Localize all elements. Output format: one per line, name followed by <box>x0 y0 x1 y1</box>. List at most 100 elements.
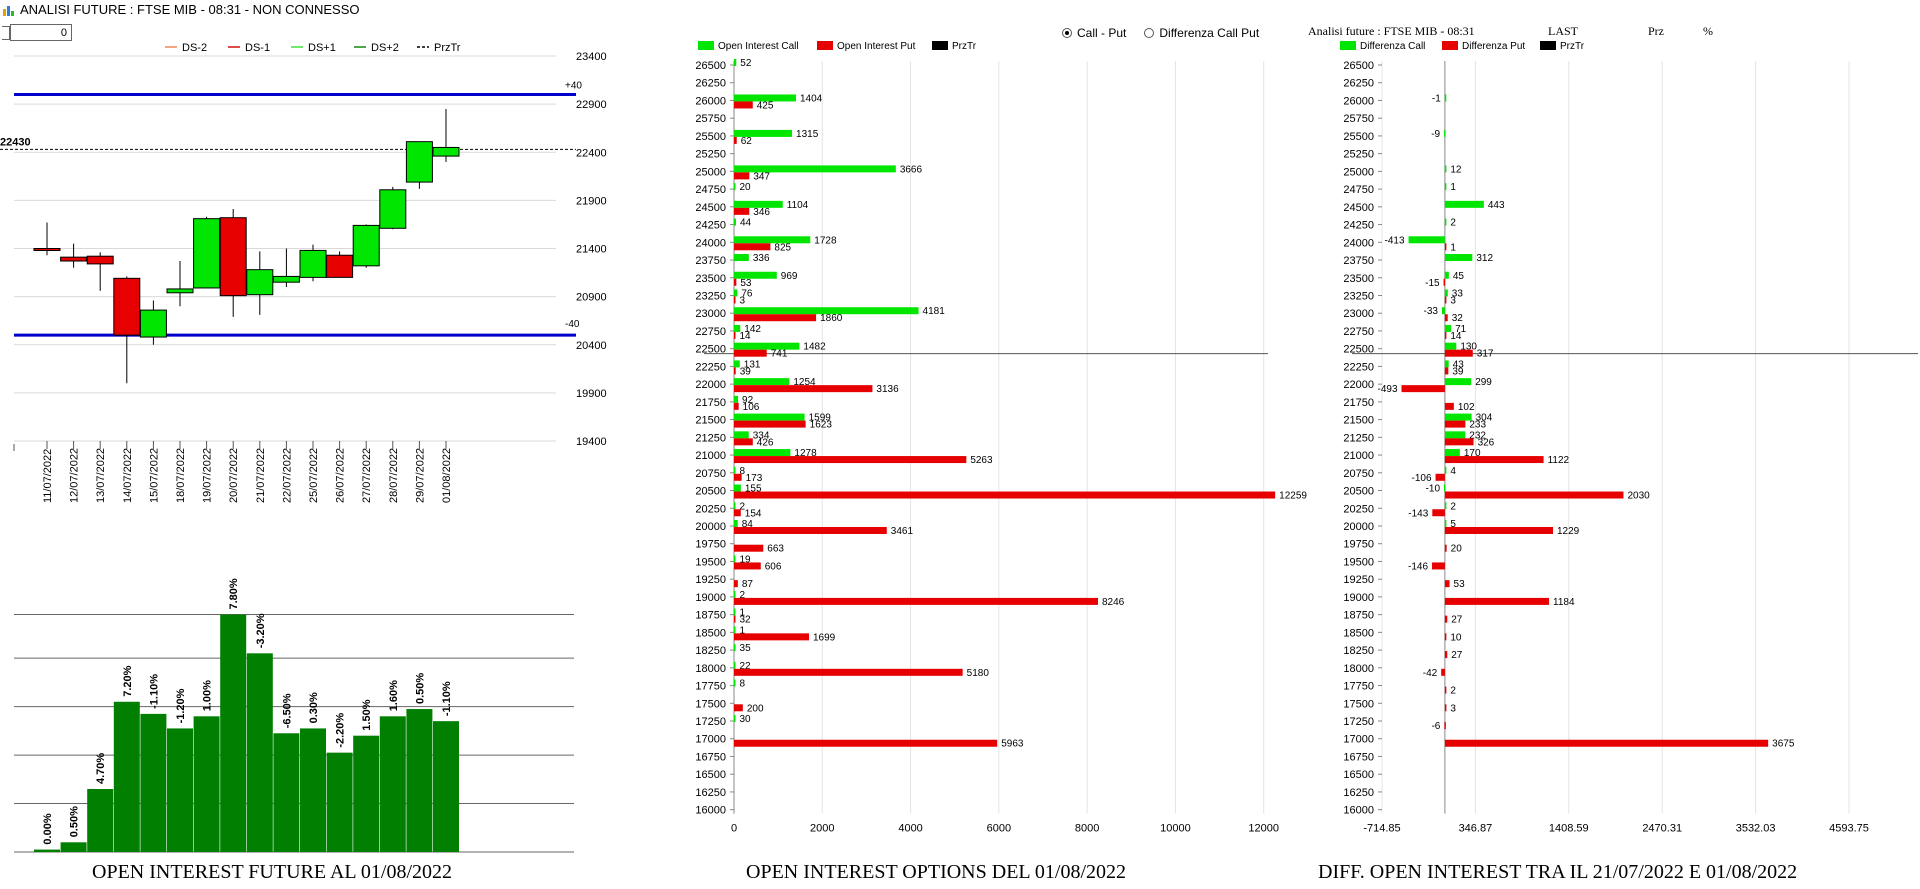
strike-label: 18750 <box>695 610 726 622</box>
strike-label: 25500 <box>1343 131 1374 143</box>
strike-label: 17500 <box>1343 698 1374 710</box>
put-bar-label: 27 <box>1451 650 1463 661</box>
put-bar <box>1444 402 1454 410</box>
call-bar <box>734 431 749 439</box>
call-bar-label: 20 <box>740 182 752 193</box>
y-tick-label: 22400 <box>576 147 607 159</box>
call-bar-label: 1104 <box>787 200 809 211</box>
call-bar <box>1444 218 1447 226</box>
strike-label: 16750 <box>1343 751 1374 763</box>
put-bar-label: -146 <box>1408 561 1428 572</box>
strike-label: 24250 <box>695 220 726 232</box>
oi-future-bar-chart: 0.00% 0.50% 4.70% 7.20% -1.10% -1.20% 1.00% 7.8… <box>14 578 574 853</box>
legend-swatch-2 <box>1540 41 1556 50</box>
put-bar <box>734 367 736 375</box>
x-tick-label: 19/07/2022 <box>202 448 214 503</box>
call-bar <box>734 590 736 598</box>
y-tick-label: 20900 <box>576 292 607 304</box>
legend-label: Open Interest Put <box>837 41 916 52</box>
put-bar-label: 3 <box>1450 703 1456 714</box>
x-tick-label: 2000 <box>810 823 834 835</box>
spinner-toggle[interactable] <box>2 25 10 40</box>
call-bar-label: 232 <box>1469 430 1486 441</box>
put-bar-label: 3 <box>1450 295 1456 306</box>
strike-label: 16500 <box>695 769 726 781</box>
legend-swatch-1 <box>1442 41 1458 50</box>
x-tick-label: 13/07/2022 <box>95 448 107 503</box>
candle-body <box>86 255 114 265</box>
oi-options-chart: Open Interest Call Open Interest Put PrzTr… <box>695 41 1307 835</box>
call-bar <box>734 129 793 137</box>
call-bar <box>734 254 749 262</box>
radio-call-put[interactable]: Call - Put <box>1062 26 1126 40</box>
x-tick-label: 12000 <box>1248 823 1279 835</box>
oi-bar-label: -6.50% <box>281 693 293 728</box>
strike-label: 17000 <box>1343 734 1374 746</box>
legend-label: DS+1 <box>308 42 336 54</box>
put-bar <box>734 420 806 428</box>
put-bar <box>1444 491 1624 499</box>
put-bar-label: 8246 <box>1102 597 1125 608</box>
put-bar <box>734 704 743 712</box>
strike-label: 19000 <box>1343 592 1374 604</box>
window-title-bar: ANALISI FUTURE : FTSE MIB - 08:31 - NON … <box>0 0 360 18</box>
call-bar <box>1444 289 1448 297</box>
call-bar <box>1444 254 1473 262</box>
oi-bar-label: 0.50% <box>69 806 81 837</box>
radio-diff-call-put[interactable]: Differenza Call Put <box>1144 26 1259 40</box>
x-tick-label: 21/07/2022 <box>255 448 267 503</box>
call-bar-label: -9 <box>1431 129 1440 140</box>
call-bar-label: 52 <box>740 58 752 69</box>
put-bar <box>734 456 967 464</box>
strike-label: 18500 <box>1343 627 1374 639</box>
candle-body <box>246 269 274 296</box>
put-bar <box>734 562 761 570</box>
legend-label: DS+2 <box>371 42 399 54</box>
call-bar <box>1444 449 1460 457</box>
oi-bar <box>406 709 433 852</box>
strike-label: 17500 <box>695 698 726 710</box>
strike-label: 25000 <box>695 166 726 178</box>
oi-bar <box>326 752 353 852</box>
put-bar <box>1444 526 1554 534</box>
put-bar-label: 2 <box>1450 686 1456 697</box>
x-tick-label: 14/07/2022 <box>122 448 134 503</box>
put-bar <box>1444 633 1447 641</box>
put-bar <box>1444 456 1544 464</box>
call-bar-label: 142 <box>744 324 761 335</box>
candle-body <box>166 288 194 294</box>
candle-body <box>193 218 221 289</box>
call-bar-label: 1404 <box>800 93 823 104</box>
call-bar <box>1444 342 1457 350</box>
strike-label: 19500 <box>1343 556 1374 568</box>
put-bar-label: 317 <box>1477 349 1494 360</box>
legend-swatch-0 <box>1340 41 1356 50</box>
put-bar-label: 53 <box>1454 579 1466 590</box>
put-bar-label: 39 <box>740 366 752 377</box>
strike-label: 21500 <box>695 415 726 427</box>
last-label: LAST <box>1548 24 1578 38</box>
put-bar-label: 233 <box>1469 420 1486 431</box>
x-tick-label: 18/07/2022 <box>175 448 187 503</box>
offset-spinner[interactable] <box>2 24 72 41</box>
put-bar-label: 53 <box>740 278 752 289</box>
oi-bar <box>300 728 326 852</box>
oi-bar <box>113 701 140 852</box>
put-bar <box>734 172 750 180</box>
put-bar <box>734 526 887 534</box>
strike-label: 20750 <box>1343 468 1374 480</box>
call-bar <box>734 360 740 368</box>
put-bar <box>734 491 1276 499</box>
oi-bar-label: -1.10% <box>441 681 453 716</box>
call-bar <box>734 626 736 634</box>
candle-body <box>326 254 354 278</box>
put-bar <box>734 243 771 251</box>
call-bar <box>734 661 736 669</box>
put-bar <box>1444 651 1448 659</box>
oi-bar <box>353 735 380 852</box>
put-bar <box>1444 243 1447 251</box>
call-bar <box>734 449 791 457</box>
put-bar <box>734 615 736 623</box>
offset-input[interactable] <box>10 24 72 41</box>
call-bar <box>1444 165 1447 173</box>
